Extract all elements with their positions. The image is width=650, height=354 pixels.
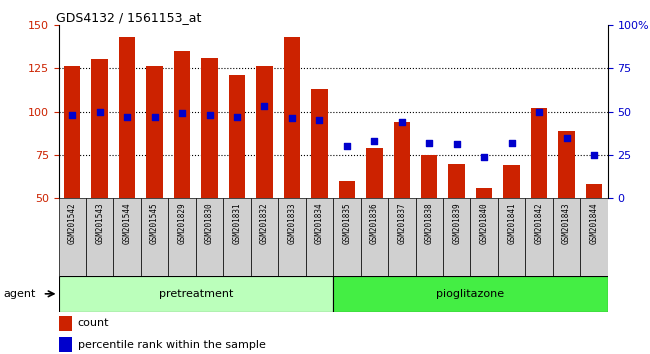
- Text: GSM201830: GSM201830: [205, 202, 214, 244]
- Text: agent: agent: [3, 289, 36, 299]
- Text: GSM201831: GSM201831: [233, 202, 242, 244]
- Text: GSM201843: GSM201843: [562, 202, 571, 244]
- Bar: [114, 198, 141, 276]
- Bar: [339, 181, 355, 198]
- Point: [369, 138, 380, 144]
- Point: [424, 140, 434, 145]
- Point: [314, 118, 324, 123]
- Text: GSM201545: GSM201545: [150, 202, 159, 244]
- Text: GSM201544: GSM201544: [123, 202, 132, 244]
- Bar: [229, 75, 245, 198]
- Bar: [415, 198, 443, 276]
- Point: [479, 154, 489, 159]
- Bar: [552, 198, 580, 276]
- Text: GSM201839: GSM201839: [452, 202, 462, 244]
- Bar: [146, 67, 163, 198]
- Bar: [278, 198, 306, 276]
- Bar: [224, 198, 251, 276]
- Point: [122, 114, 133, 120]
- Text: GSM201832: GSM201832: [260, 202, 269, 244]
- Bar: [58, 337, 72, 352]
- Text: GSM201829: GSM201829: [177, 202, 187, 244]
- Text: GSM201835: GSM201835: [343, 202, 352, 244]
- Bar: [503, 165, 520, 198]
- Bar: [58, 198, 86, 276]
- Point: [204, 112, 214, 118]
- Bar: [168, 198, 196, 276]
- Bar: [421, 155, 437, 198]
- Bar: [498, 198, 525, 276]
- Point: [150, 114, 160, 120]
- Text: percentile rank within the sample: percentile rank within the sample: [78, 339, 266, 350]
- Text: GDS4132 / 1561153_at: GDS4132 / 1561153_at: [56, 11, 201, 24]
- Bar: [333, 276, 608, 312]
- Text: GSM201542: GSM201542: [68, 202, 77, 244]
- Bar: [251, 198, 278, 276]
- Bar: [366, 148, 383, 198]
- Bar: [311, 89, 328, 198]
- Bar: [448, 164, 465, 198]
- Bar: [256, 67, 273, 198]
- Point: [562, 135, 572, 140]
- Bar: [333, 198, 361, 276]
- Point: [342, 143, 352, 149]
- Text: GSM201834: GSM201834: [315, 202, 324, 244]
- Bar: [174, 51, 190, 198]
- Point: [452, 142, 462, 147]
- Point: [506, 140, 517, 145]
- Bar: [283, 37, 300, 198]
- Bar: [119, 37, 135, 198]
- Bar: [361, 198, 388, 276]
- Point: [67, 112, 77, 118]
- Text: GSM201838: GSM201838: [424, 202, 434, 244]
- Point: [94, 109, 105, 114]
- Bar: [531, 108, 547, 198]
- Bar: [58, 316, 72, 331]
- Text: pretreatment: pretreatment: [159, 289, 233, 299]
- Point: [589, 152, 599, 158]
- Bar: [586, 184, 603, 198]
- Point: [396, 119, 407, 125]
- Bar: [580, 198, 608, 276]
- Text: count: count: [78, 318, 109, 329]
- Text: GSM201841: GSM201841: [507, 202, 516, 244]
- Point: [287, 116, 297, 121]
- Bar: [64, 67, 81, 198]
- Bar: [476, 188, 493, 198]
- Point: [232, 114, 242, 120]
- Bar: [141, 198, 168, 276]
- Text: GSM201844: GSM201844: [590, 202, 599, 244]
- Text: pioglitazone: pioglitazone: [436, 289, 504, 299]
- Point: [177, 110, 187, 116]
- Bar: [306, 198, 333, 276]
- Text: GSM201543: GSM201543: [95, 202, 104, 244]
- Text: GSM201836: GSM201836: [370, 202, 379, 244]
- Point: [534, 109, 544, 114]
- Text: GSM201833: GSM201833: [287, 202, 296, 244]
- Bar: [471, 198, 498, 276]
- Bar: [443, 198, 471, 276]
- Bar: [86, 198, 114, 276]
- Bar: [525, 198, 552, 276]
- Text: GSM201840: GSM201840: [480, 202, 489, 244]
- Bar: [388, 198, 415, 276]
- Bar: [196, 198, 224, 276]
- Bar: [92, 59, 108, 198]
- Bar: [393, 122, 410, 198]
- Bar: [202, 58, 218, 198]
- Bar: [558, 131, 575, 198]
- Point: [259, 103, 270, 109]
- Text: GSM201842: GSM201842: [534, 202, 543, 244]
- Text: GSM201837: GSM201837: [397, 202, 406, 244]
- Bar: [58, 276, 333, 312]
